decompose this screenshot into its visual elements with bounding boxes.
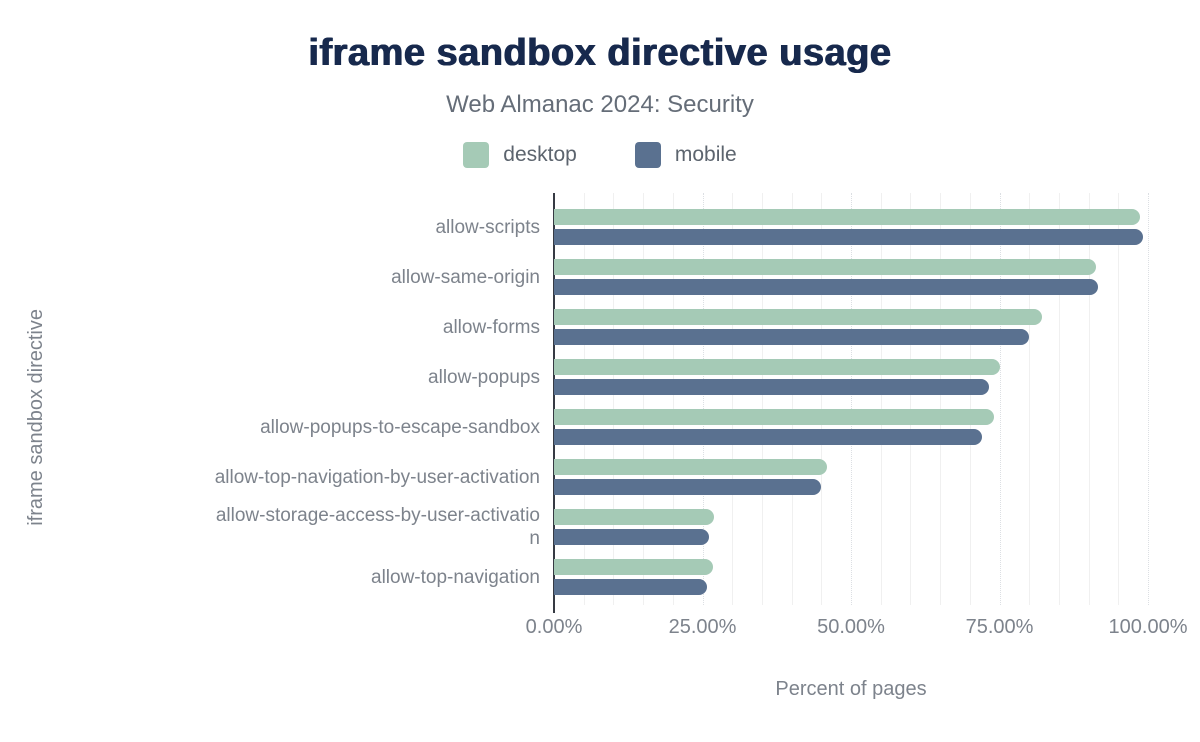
gridline [821,193,823,605]
x-tick-label: 75.00% [965,616,1034,638]
mobile-swatch-icon [634,142,661,168]
bar-group [554,202,1148,252]
category-label: allow-storage-access-by-user-activatio n [215,505,540,549]
x-tick-label: 50.00% [817,616,885,638]
category-label: allow-popups-to-escape-sandbox [260,416,540,438]
plot-area [554,193,1160,605]
chart-row: allow-popups [0,352,1200,402]
category-label: allow-forms [442,316,540,338]
bar-desktop-allow-popups[interactable] [554,359,1000,375]
bar-mobile-allow-same-origin[interactable] [554,279,1098,295]
x-tick-label: 100.00% [1108,616,1188,638]
gridline [1058,193,1060,605]
y-axis-line [553,193,555,613]
gridline [583,193,585,605]
legend-item-desktop[interactable]: desktop [463,142,577,168]
legend: desktop mobile [0,142,1200,168]
gridline [761,193,763,605]
category-label: allow-popups [428,366,540,388]
bar-mobile-allow-forms[interactable] [554,329,1029,345]
bar-mobile-allow-storage-access-by-user-activation[interactable] [554,529,709,545]
bar-group [554,302,1148,352]
legend-label-desktop: desktop [503,143,577,166]
gridline [732,193,734,605]
gridline [791,193,793,605]
gridline [880,193,882,605]
chart-title: iframe sandbox directive usage [308,32,892,74]
bar-group [554,352,1148,402]
gridline [1088,193,1090,605]
gridline [999,193,1001,605]
gridline [613,193,615,605]
bar-desktop-allow-top-navigation[interactable] [554,559,713,575]
x-axis-title: Percent of pages [775,678,927,700]
bar-mobile-allow-top-navigation-by-user-activation[interactable] [554,479,821,495]
x-axis-ticks: 0.00% 25.00% 50.00% 75.00% 100.00% [526,616,1188,642]
x-tick-label: 0.00% [525,616,583,638]
bar-desktop-allow-scripts[interactable] [554,209,1140,225]
legend-label-mobile: mobile [674,143,737,166]
chart-subtitle: Web Almanac 2024: Security [446,91,754,118]
bar-group [554,252,1148,302]
bar-mobile-allow-popups-to-escape-sandbox[interactable] [554,429,983,445]
chart-row: allow-forms [0,302,1200,352]
category-label: allow-scripts [435,216,540,238]
category-label: allow-same-origin [391,266,540,288]
gridline [1148,193,1149,605]
bar-mobile-allow-top-navigation[interactable] [554,579,708,595]
gridline [910,193,912,605]
legend-item-mobile[interactable]: mobile [634,142,737,168]
category-label: allow-top-navigation-by-user-activation [214,466,540,488]
bar-desktop-allow-forms[interactable] [554,309,1043,325]
gridline [969,193,971,605]
chart-row: allow-top-navigation-by-user-activation [0,452,1200,502]
bar-desktop-allow-same-origin[interactable] [554,259,1096,275]
chart-row: allow-top-navigation [0,552,1200,602]
chart-row: allow-popups-to-escape-sandbox [0,402,1200,452]
gridline [851,193,852,605]
gridline [1118,193,1120,605]
category-label: allow-top-navigation [371,566,540,588]
gridline [643,193,645,605]
bar-group [554,502,1148,552]
gridline [1029,193,1031,605]
bar-desktop-allow-popups-to-escape-sandbox[interactable] [554,409,995,425]
gridline [672,193,674,605]
bar-mobile-allow-scripts[interactable] [554,229,1143,245]
gridline [702,193,704,605]
x-tick-label: 25.00% [668,616,737,638]
bar-mobile-allow-popups[interactable] [554,379,990,395]
bar-group [554,402,1148,452]
chart-row: allow-storage-access-by-user-activatio n [0,502,1200,552]
bar-group [554,552,1148,602]
chart-row: allow-scripts [0,202,1200,252]
bar-group [554,452,1148,502]
chart-row: allow-same-origin [0,252,1200,302]
bar-desktop-allow-top-navigation-by-user-activation[interactable] [554,459,828,475]
gridline [940,193,942,605]
desktop-swatch-icon [463,142,490,168]
bar-rows: allow-scripts allow-same-origin allow-form… [0,202,1200,602]
bar-desktop-allow-storage-access-by-user-activation[interactable] [554,509,715,525]
